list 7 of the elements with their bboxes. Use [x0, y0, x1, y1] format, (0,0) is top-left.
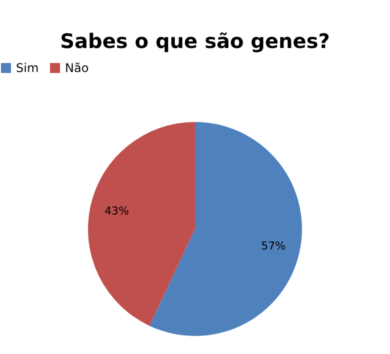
- chart-title: Sabes o que são genes?: [60, 29, 330, 53]
- data-label: 43%: [104, 204, 129, 218]
- legend-label: Não: [65, 61, 89, 75]
- data-label: 57%: [261, 240, 286, 253]
- pie-slice: [88, 122, 195, 326]
- pie-slice: [149, 122, 302, 336]
- legend-label: Sim: [16, 61, 39, 75]
